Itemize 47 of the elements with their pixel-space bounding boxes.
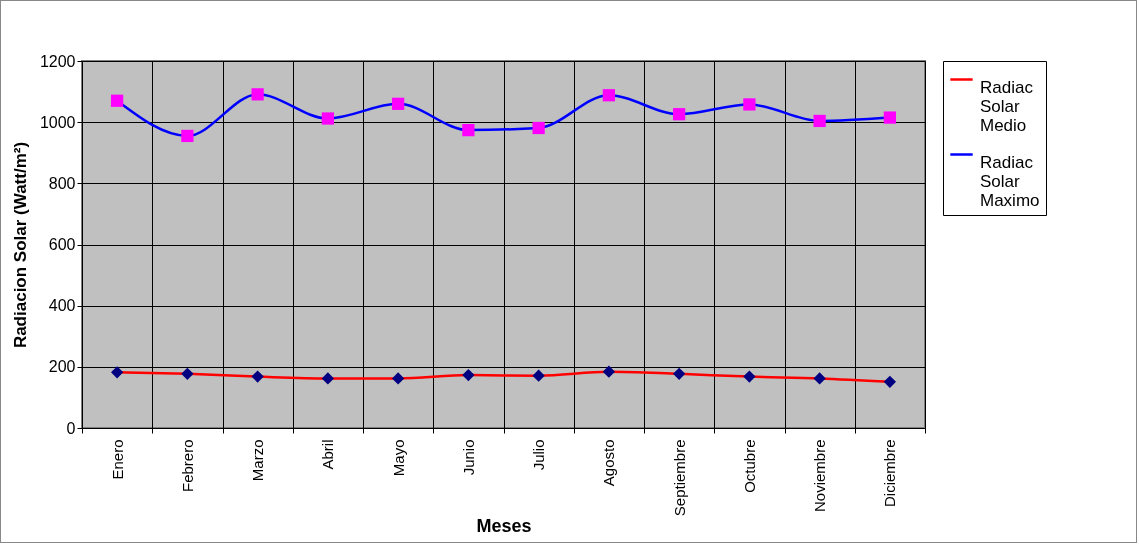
point [251,88,264,101]
point [673,367,686,380]
point [462,123,475,137]
x-tick-label: Agosto [600,439,618,487]
point [532,121,545,135]
point [883,111,896,124]
x-tick-label: Julio [530,439,548,471]
x-tick-label: Enero [108,439,126,480]
x-tick-label: Septiembre [670,439,688,517]
point [321,372,334,385]
y-tick-label: 0 [66,419,76,437]
point [462,368,475,382]
legend-label: Radiac Solar Medio [980,77,1034,135]
point [602,365,615,378]
point [111,366,124,379]
point [111,94,124,107]
x-tick-label: Mayo [389,439,407,477]
point [321,112,334,125]
legend-label: Radiac Solar Maximo [980,152,1040,210]
y-tick-label: 600 [48,236,76,253]
point [181,129,194,143]
x-tick-label: Octubre [740,439,758,493]
y-tick-label: 400 [48,297,76,315]
x-tick-label: Diciembre [881,439,899,508]
point [181,367,194,380]
point [813,114,826,128]
x-tick-label: Abril [319,439,337,470]
point [392,372,405,385]
y-tick-label: 200 [48,358,76,376]
point [743,370,756,383]
x-tick-label: Junio [459,439,477,476]
point [251,370,264,383]
y-tick-label: 1000 [39,113,76,131]
x-tick-label: Marzo [249,439,267,482]
y-tick-label: 800 [48,174,76,192]
point [392,97,405,110]
y-tick-label: 1200 [39,52,76,70]
point [532,369,545,382]
y-axis-title: Radiacion Solar (Watt/m²) [10,141,30,349]
point [883,375,896,388]
point [743,98,756,111]
point [813,372,826,385]
point [602,89,615,102]
point [673,108,686,121]
x-tick-label: Febrero [178,439,196,493]
x-tick-label: Noviembre [811,439,829,513]
x-axis-title: Meses [476,516,532,537]
